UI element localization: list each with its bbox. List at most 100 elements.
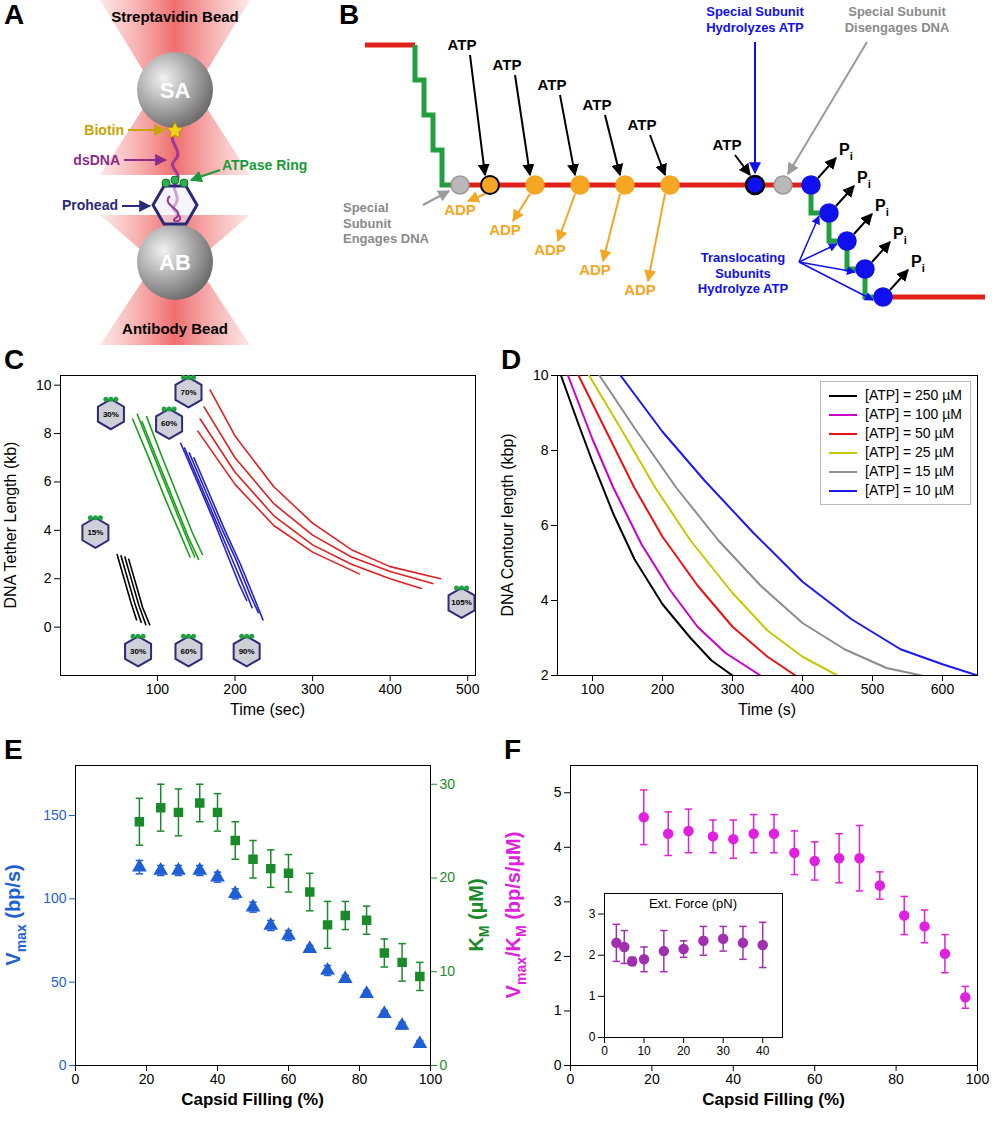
svg-text:60%: 60%: [161, 419, 177, 428]
svg-text:80: 80: [352, 1071, 368, 1087]
svg-text:Pi: Pi: [839, 141, 853, 162]
svg-text:4: 4: [541, 592, 549, 608]
svg-text:400: 400: [378, 681, 402, 697]
svg-text:20: 20: [677, 1044, 691, 1058]
svg-text:10: 10: [36, 377, 52, 393]
svg-text:4: 4: [44, 522, 52, 538]
svg-text:AB: AB: [159, 250, 191, 275]
svg-text:ATP: ATP: [628, 116, 657, 133]
svg-text:4: 4: [554, 839, 562, 855]
svg-text:Vmax/KM (bp/s/µM): Vmax/KM (bp/s/µM): [502, 832, 529, 999]
svg-text:Time (sec): Time (sec): [230, 701, 305, 718]
svg-text:6: 6: [541, 517, 549, 533]
svg-text:ADP: ADP: [624, 281, 656, 298]
svg-text:20: 20: [644, 1071, 660, 1087]
svg-text:dsDNA: dsDNA: [73, 152, 120, 168]
svg-text:50: 50: [51, 974, 67, 990]
svg-text:300: 300: [721, 681, 745, 697]
svg-text:30%: 30%: [130, 647, 146, 656]
svg-text:2: 2: [541, 667, 549, 683]
svg-text:100: 100: [419, 1071, 443, 1087]
svg-text:ADP: ADP: [444, 201, 476, 218]
svg-text:105%: 105%: [451, 598, 471, 607]
svg-text:500: 500: [861, 681, 885, 697]
svg-text:30: 30: [440, 776, 456, 792]
svg-text:1: 1: [589, 989, 596, 1003]
svg-text:70%: 70%: [180, 388, 196, 397]
svg-text:3: 3: [589, 907, 596, 921]
svg-text:1: 1: [554, 1002, 562, 1018]
svg-text:DNA Tether Length (kb): DNA Tether Length (kb): [2, 442, 19, 609]
svg-text:ATP: ATP: [538, 76, 567, 93]
svg-text:Pi: Pi: [875, 197, 889, 218]
svg-text:0: 0: [44, 619, 52, 635]
svg-text:0: 0: [589, 1030, 596, 1044]
svg-text:60: 60: [281, 1071, 297, 1087]
svg-text:ATP: ATP: [448, 36, 477, 53]
svg-text:Vmax (bp/s): Vmax (bp/s): [2, 864, 29, 965]
svg-text:0: 0: [554, 1057, 562, 1073]
svg-text:300: 300: [301, 681, 325, 697]
svg-text:KM (µM): KM (µM): [465, 878, 492, 951]
svg-text:Biotin: Biotin: [84, 122, 124, 138]
svg-text:ADP: ADP: [534, 241, 566, 258]
svg-text:Pi: Pi: [893, 225, 907, 246]
svg-text:Antibody Bead: Antibody Bead: [122, 320, 228, 337]
svg-text:60: 60: [807, 1071, 823, 1087]
svg-text:8: 8: [541, 442, 549, 458]
svg-text:100: 100: [43, 890, 67, 906]
svg-text:40: 40: [756, 1044, 770, 1058]
svg-text:ADP: ADP: [489, 221, 521, 238]
svg-text:Pi: Pi: [911, 253, 925, 274]
svg-text:Special SubunitHydrolyzes ATP: Special SubunitHydrolyzes ATP: [706, 4, 804, 35]
svg-text:100: 100: [581, 681, 605, 697]
svg-text:10: 10: [440, 963, 456, 979]
svg-text:Ext. Force (pN): Ext. Force (pN): [649, 896, 737, 911]
svg-text:3: 3: [554, 893, 562, 909]
svg-text:Special SubunitDisengages DNA: Special SubunitDisengages DNA: [845, 4, 950, 35]
svg-text:Capsid Filling (%): Capsid Filling (%): [181, 1090, 324, 1109]
svg-text:0: 0: [601, 1044, 608, 1058]
svg-text:5: 5: [554, 784, 562, 800]
svg-text:Capsid Filling (%): Capsid Filling (%): [702, 1090, 845, 1109]
svg-text:400: 400: [791, 681, 815, 697]
svg-text:SA: SA: [160, 78, 191, 103]
svg-text:ATP: ATP: [493, 56, 522, 73]
svg-text:2: 2: [44, 570, 52, 586]
svg-text:ATP: ATP: [583, 96, 612, 113]
svg-text:500: 500: [456, 681, 480, 697]
svg-text:ADP: ADP: [579, 261, 611, 278]
svg-text:200: 200: [223, 681, 247, 697]
svg-text:Time (s): Time (s): [738, 701, 796, 718]
svg-text:60%: 60%: [180, 647, 196, 656]
svg-text:10: 10: [637, 1044, 651, 1058]
svg-text:ATP: ATP: [713, 136, 742, 153]
svg-text:100: 100: [966, 1071, 990, 1087]
svg-text:150: 150: [43, 807, 67, 823]
svg-text:30%: 30%: [103, 410, 119, 419]
svg-text:15%: 15%: [87, 528, 103, 537]
svg-text:30: 30: [716, 1044, 730, 1058]
svg-text:DNA Contour length (kbp): DNA Contour length (kbp): [499, 433, 516, 616]
svg-text:Streptavidin Bead: Streptavidin Bead: [111, 8, 239, 25]
svg-text:100: 100: [146, 681, 170, 697]
svg-text:20: 20: [139, 1071, 155, 1087]
svg-text:0: 0: [567, 1071, 575, 1087]
svg-text:0: 0: [59, 1057, 67, 1073]
svg-text:8: 8: [44, 425, 52, 441]
svg-text:6: 6: [44, 473, 52, 489]
svg-text:40: 40: [210, 1071, 226, 1087]
svg-text:200: 200: [651, 681, 675, 697]
svg-text:ATPase Ring: ATPase Ring: [222, 157, 307, 173]
svg-text:SpecialSubunitEngages DNA: SpecialSubunitEngages DNA: [343, 200, 430, 246]
svg-text:10: 10: [533, 367, 549, 383]
svg-text:2: 2: [589, 948, 596, 962]
svg-text:2: 2: [554, 948, 562, 964]
svg-text:80: 80: [888, 1071, 904, 1087]
svg-text:Prohead: Prohead: [62, 197, 118, 213]
svg-text:0: 0: [440, 1057, 448, 1073]
svg-text:600: 600: [931, 681, 955, 697]
svg-text:40: 40: [726, 1071, 742, 1087]
svg-text:20: 20: [440, 869, 456, 885]
svg-text:Pi: Pi: [857, 169, 871, 190]
